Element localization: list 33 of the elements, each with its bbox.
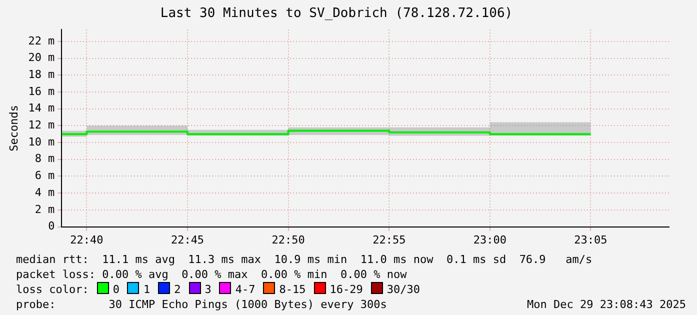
y-axis-title: Seconds (7, 105, 20, 152)
x-tick-label: 23:05 (574, 233, 608, 246)
y-tick-label: 14 m (28, 102, 56, 115)
text: 1 (143, 283, 150, 296)
text: 30/30 (386, 283, 420, 296)
text: 8-15 (279, 283, 306, 296)
y-tick-label: 8 m (34, 152, 56, 166)
y-tick-label: 18 m (28, 68, 56, 81)
chart-title: Last 30 Minutes to SV_Dobrich (78.128.72.106) (160, 6, 513, 22)
text: packet loss: 0.00 % avg 0.00 % max 0.00 % min 0.00 % now (16, 268, 407, 281)
y-tick-label: 22 m (28, 34, 56, 48)
text: median rtt: 11.1 ms avg 11.3 ms max 10.9 ms min 11.0 ms now 0.1 ms sd 76.9 am/s (16, 253, 592, 266)
y-tick-label: 2 m (34, 202, 56, 216)
x-tick-label: 22:55 (372, 233, 406, 246)
y-tick-label: 4 m (34, 186, 56, 199)
text: 4-7 (235, 283, 256, 296)
text: 3 (204, 283, 212, 296)
text: 2 (174, 283, 181, 296)
y-tick-label: 12 m (28, 118, 56, 132)
y-tick-label: 20 m (28, 51, 56, 64)
x-tick-label: 22:45 (170, 233, 204, 246)
text: loss color: (16, 283, 89, 296)
y-tick-label: 16 m (28, 84, 56, 98)
text: Mon Dec 29 23:08:43 2025 (527, 297, 686, 312)
x-tick-label: 22:50 (272, 233, 305, 246)
text: probe: 30 ICMP Echo Pings (1000 Bytes) every 300s (16, 298, 387, 311)
x-tick-label: 22:40 (70, 233, 104, 246)
y-tick-label: 10 m (28, 135, 56, 148)
text: 16-29 (330, 283, 363, 296)
x-tick-label: 23:00 (473, 233, 507, 246)
text: 0 (112, 283, 120, 296)
y-tick-label: 6 m (34, 169, 56, 182)
y-tick-label: 0 (48, 220, 55, 233)
